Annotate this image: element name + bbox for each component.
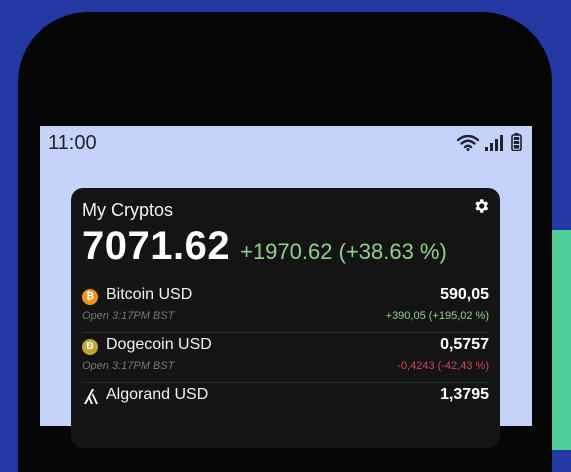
coin-name: Dogecoin USD bbox=[106, 336, 212, 354]
bitcoin-icon: ₿ bbox=[82, 289, 98, 305]
coin-open-time: Open 3:17PM BST bbox=[82, 310, 174, 322]
algorand-icon bbox=[82, 388, 98, 404]
status-time: 11:00 bbox=[48, 132, 97, 155]
coin-row-bitcoin[interactable]: ₿ Bitcoin USD 590,05 Open 3:17PM BST +39… bbox=[82, 282, 489, 333]
gear-icon[interactable] bbox=[472, 197, 490, 215]
coin-price: 590,05 bbox=[440, 286, 489, 304]
portfolio-summary: 7071.62 +1970.62 (+38.63 %) bbox=[82, 224, 447, 269]
coin-row-algorand[interactable]: Algorand USD 1,3795 bbox=[82, 382, 489, 432]
dogecoin-icon: Ð bbox=[82, 339, 98, 355]
portfolio-total: 7071.62 bbox=[82, 224, 230, 269]
wifi-icon bbox=[457, 135, 479, 151]
status-icons bbox=[457, 133, 522, 151]
coin-change: -0,4243 (-42,43 %) bbox=[397, 360, 489, 372]
coin-price: 1,3795 bbox=[440, 386, 489, 404]
coin-row-dogecoin[interactable]: Ð Dogecoin USD 0,5757 Open 3:17PM BST -0… bbox=[82, 332, 489, 383]
status-bar: 11:00 bbox=[40, 126, 532, 160]
coin-open-time: Open 3:17PM BST bbox=[82, 360, 174, 372]
signal-icon bbox=[485, 135, 505, 151]
coin-name: Bitcoin USD bbox=[106, 286, 192, 304]
coin-price: 0,5757 bbox=[440, 336, 489, 354]
coin-name: Algorand USD bbox=[106, 386, 208, 404]
phone-screen: 11:00 bbox=[40, 126, 532, 426]
coin-change: +390,05 (+195,02 %) bbox=[386, 310, 489, 322]
portfolio-change: +1970.62 (+38.63 %) bbox=[240, 239, 447, 265]
battery-icon bbox=[511, 133, 522, 151]
widget-title: My Cryptos bbox=[82, 200, 173, 221]
crypto-widget[interactable]: My Cryptos 7071.62 +1970.62 (+38.63 %) ₿… bbox=[71, 188, 500, 448]
